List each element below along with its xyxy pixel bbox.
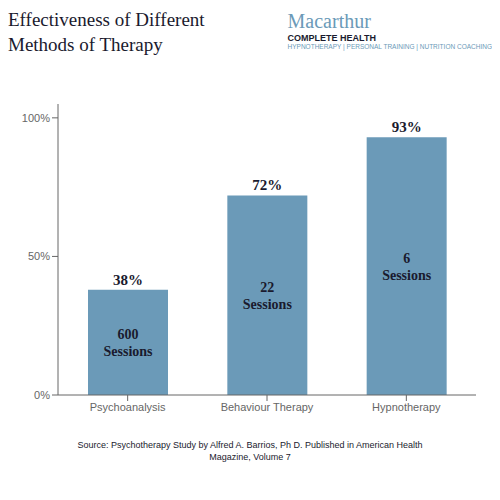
- html-text:COMPLETE HEALTH: COMPLETE HEALTH: [287, 33, 376, 43]
- svg-text:Behaviour Therapy: Behaviour Therapy: [221, 401, 314, 413]
- svg-text:0%: 0%: [34, 389, 50, 401]
- svg-text:93%: 93%: [392, 119, 422, 135]
- svg-text:72%: 72%: [252, 177, 282, 193]
- svg-text:Psychoanalysis: Psychoanalysis: [90, 401, 166, 413]
- svg-text:6Sessions: 6Sessions: [382, 250, 432, 282]
- svg-text:22Sessions: 22Sessions: [243, 279, 293, 311]
- svg-text:600Sessions: 600Sessions: [103, 326, 153, 358]
- svg-text:Hypnotherapy: Hypnotherapy: [372, 401, 441, 413]
- html-text:Source: Psychotherapy Study by: Source: Psychotherapy Study by Alfred A.…: [77, 440, 423, 462]
- html-text:Macarthur: Macarthur: [287, 10, 371, 32]
- svg-text:38%: 38%: [113, 272, 143, 288]
- svg-text:50%: 50%: [28, 250, 50, 262]
- svg-text:100%: 100%: [22, 112, 50, 124]
- html-text:Effectiveness of Different Met: Effectiveness of Different Methods of Th…: [8, 9, 205, 55]
- html-text:HYPNOTHERAPY | PERSONAL TRAINI: HYPNOTHERAPY | PERSONAL TRAINING | NUTRI…: [287, 43, 492, 50]
